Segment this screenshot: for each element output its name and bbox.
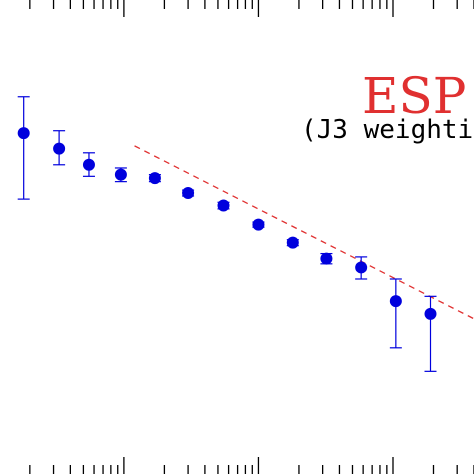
data-point (355, 261, 368, 274)
fit-line-layer (134, 145, 474, 320)
data-point (424, 307, 437, 320)
chart-subtitle: (J3 weighting (301, 115, 474, 145)
data-point (217, 199, 230, 212)
top-axis-ticks (29, 0, 474, 17)
data-point (320, 252, 333, 265)
data-point (148, 172, 161, 185)
data-point (82, 158, 95, 171)
data-point (53, 142, 66, 155)
data-point (17, 127, 30, 140)
chart-title: ESP (362, 67, 466, 125)
data-point (182, 187, 195, 200)
data-point (252, 218, 265, 231)
fit-line (134, 145, 474, 320)
data-point (286, 236, 299, 249)
bottom-axis-ticks (29, 457, 474, 474)
data-point (114, 168, 127, 181)
data-point (389, 295, 402, 308)
data-point-layer (17, 127, 437, 320)
